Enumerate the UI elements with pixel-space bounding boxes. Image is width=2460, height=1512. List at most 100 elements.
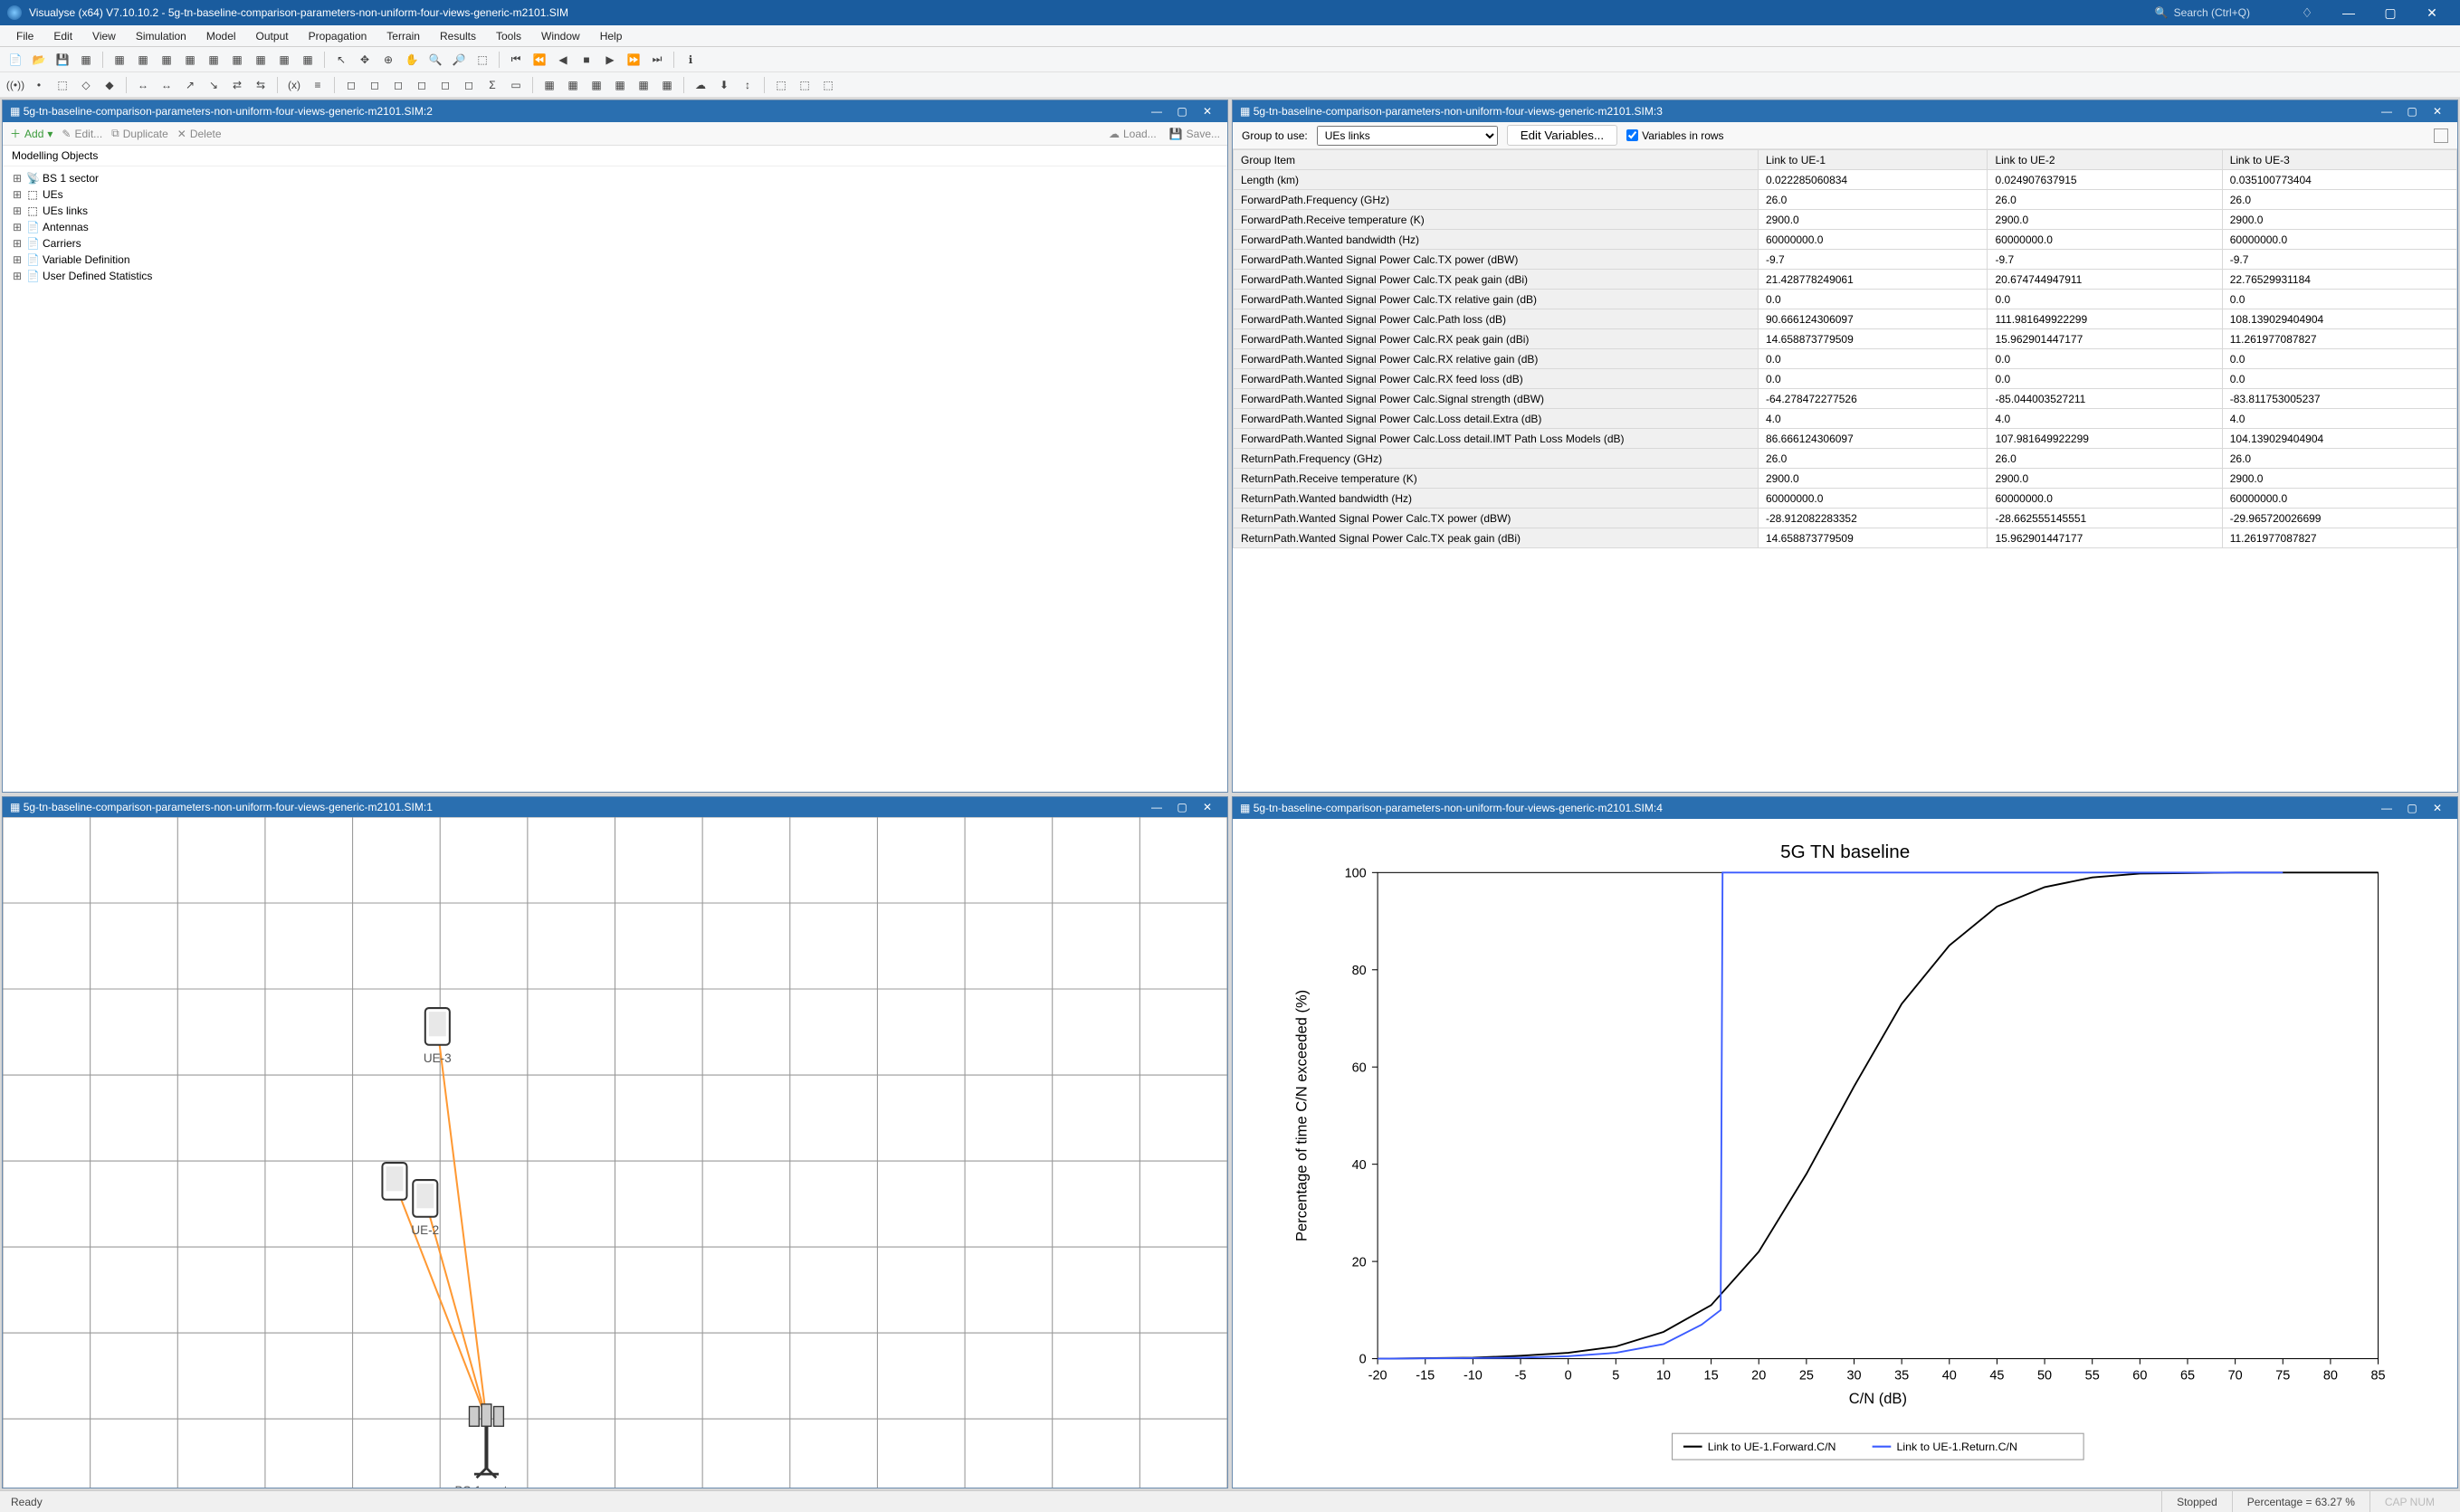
- toolbar-button[interactable]: ▦: [180, 50, 200, 70]
- add-button[interactable]: ＋ Add ▾: [10, 126, 52, 141]
- map-canvas[interactable]: UE-3UE-2BS 1 sector: [3, 817, 1227, 1489]
- toolbar-button[interactable]: ⬚: [818, 75, 838, 95]
- pane-maximize[interactable]: ▢: [2399, 101, 2425, 121]
- edit-variables-button[interactable]: Edit Variables...: [1507, 125, 1617, 146]
- toolbar-button[interactable]: ↕: [738, 75, 758, 95]
- pane-minimize[interactable]: —: [2374, 101, 2399, 121]
- toolbar-button[interactable]: ▦: [610, 75, 630, 95]
- toolbar-button[interactable]: •: [29, 75, 49, 95]
- toolbar-button[interactable]: ▦: [110, 50, 129, 70]
- tree-item[interactable]: ⊞📄Carriers: [3, 235, 1227, 252]
- menu-output[interactable]: Output: [247, 28, 298, 44]
- pane-minimize[interactable]: —: [1144, 101, 1169, 121]
- group-select[interactable]: UEs links: [1317, 126, 1498, 146]
- toolbar-button[interactable]: ◻: [388, 75, 408, 95]
- toolbar-button[interactable]: Σ: [482, 75, 502, 95]
- menu-file[interactable]: File: [7, 28, 43, 44]
- toolbar-button[interactable]: ◻: [341, 75, 361, 95]
- toolbar-button[interactable]: ⬚: [472, 50, 492, 70]
- toolbar-button[interactable]: ✋: [402, 50, 422, 70]
- toolbar-button[interactable]: ◆: [100, 75, 119, 95]
- vars-in-rows-checkbox[interactable]: [1626, 129, 1638, 141]
- menu-results[interactable]: Results: [431, 28, 485, 44]
- toolbar-button[interactable]: ☁: [691, 75, 710, 95]
- toolbar-button[interactable]: (x): [284, 75, 304, 95]
- tree-item[interactable]: ⊞⬚UEs: [3, 186, 1227, 203]
- tree-item[interactable]: ⊞📄User Defined Statistics: [3, 268, 1227, 284]
- toolbar-button[interactable]: ▦: [586, 75, 606, 95]
- pane-close[interactable]: ✕: [1195, 797, 1220, 817]
- search-box[interactable]: 🔍 Search (Ctrl+Q): [2155, 6, 2250, 19]
- menu-propagation[interactable]: Propagation: [300, 28, 377, 44]
- toolbar-button[interactable]: ⬚: [52, 75, 72, 95]
- notify-icon[interactable]: ♢: [2286, 0, 2328, 25]
- toolbar-button[interactable]: ▦: [539, 75, 559, 95]
- toolbar-button[interactable]: ⬚: [795, 75, 815, 95]
- toolbar-button[interactable]: ⇆: [251, 75, 271, 95]
- toolbar-button[interactable]: ⇄: [227, 75, 247, 95]
- load-button[interactable]: ☁ Load...: [1109, 128, 1157, 140]
- delete-button[interactable]: ✕ Delete: [177, 128, 222, 140]
- toolbar-button[interactable]: ℹ: [681, 50, 701, 70]
- pane-close[interactable]: ✕: [2425, 798, 2450, 818]
- vars-in-rows-check[interactable]: Variables in rows: [1626, 129, 1723, 142]
- toolbar-button[interactable]: ◻: [365, 75, 385, 95]
- toolbar-button[interactable]: ◻: [412, 75, 432, 95]
- toolbar-button[interactable]: ≡: [308, 75, 328, 95]
- menu-tools[interactable]: Tools: [487, 28, 530, 44]
- tree-item[interactable]: ⊞📄Antennas: [3, 219, 1227, 235]
- pane-minimize[interactable]: —: [1144, 797, 1169, 817]
- edit-button[interactable]: ✎ Edit...: [62, 128, 102, 140]
- toolbar-button[interactable]: ◇: [76, 75, 96, 95]
- toolbar-button[interactable]: ↔: [133, 75, 153, 95]
- toolbar-button[interactable]: ⬇: [714, 75, 734, 95]
- toolbar-button[interactable]: ⏭: [647, 50, 667, 70]
- toolbar-button[interactable]: ◻: [435, 75, 455, 95]
- data-table[interactable]: Group ItemLink to UE-1Link to UE-2Link t…: [1233, 149, 2457, 792]
- toolbar-button[interactable]: ▦: [227, 50, 247, 70]
- close-button[interactable]: ✕: [2411, 0, 2453, 25]
- pane-maximize[interactable]: ▢: [1169, 101, 1195, 121]
- duplicate-button[interactable]: ⧉ Duplicate: [111, 127, 168, 140]
- toolbar-button[interactable]: 🔍: [425, 50, 445, 70]
- toolbar-button[interactable]: ▦: [274, 50, 294, 70]
- toolbar-button[interactable]: ◻: [459, 75, 479, 95]
- toolbar-button[interactable]: ▦: [298, 50, 318, 70]
- menu-help[interactable]: Help: [591, 28, 632, 44]
- toolbar-button[interactable]: 📂: [29, 50, 49, 70]
- copy-icon[interactable]: [2434, 128, 2448, 143]
- pane-close[interactable]: ✕: [2425, 101, 2450, 121]
- toolbar-button[interactable]: ⏩: [624, 50, 644, 70]
- toolbar-button[interactable]: ⏪: [529, 50, 549, 70]
- toolbar-button[interactable]: ▶: [600, 50, 620, 70]
- toolbar-button[interactable]: ((•)): [5, 75, 25, 95]
- tree-item[interactable]: ⊞⬚UEs links: [3, 203, 1227, 219]
- menu-window[interactable]: Window: [532, 28, 589, 44]
- toolbar-button[interactable]: ⏮: [506, 50, 526, 70]
- menu-view[interactable]: View: [83, 28, 125, 44]
- toolbar-button[interactable]: ▦: [133, 50, 153, 70]
- pane-maximize[interactable]: ▢: [1169, 797, 1195, 817]
- toolbar-button[interactable]: ⬚: [771, 75, 791, 95]
- toolbar-button[interactable]: ↘: [204, 75, 224, 95]
- toolbar-button[interactable]: 📄: [5, 50, 25, 70]
- toolbar-button[interactable]: ▦: [657, 75, 677, 95]
- pane-maximize[interactable]: ▢: [2399, 798, 2425, 818]
- toolbar-button[interactable]: ✥: [355, 50, 375, 70]
- menu-edit[interactable]: Edit: [44, 28, 81, 44]
- pane-close[interactable]: ✕: [1195, 101, 1220, 121]
- toolbar-button[interactable]: ▭: [506, 75, 526, 95]
- toolbar-button[interactable]: ▦: [563, 75, 583, 95]
- menu-simulation[interactable]: Simulation: [127, 28, 195, 44]
- toolbar-button[interactable]: ↗: [180, 75, 200, 95]
- toolbar-button[interactable]: 🔎: [449, 50, 469, 70]
- menu-model[interactable]: Model: [197, 28, 245, 44]
- toolbar-button[interactable]: ▦: [251, 50, 271, 70]
- maximize-button[interactable]: ▢: [2369, 0, 2411, 25]
- menu-terrain[interactable]: Terrain: [377, 28, 429, 44]
- toolbar-button[interactable]: ■: [577, 50, 596, 70]
- toolbar-button[interactable]: ↖: [331, 50, 351, 70]
- toolbar-button[interactable]: ◀: [553, 50, 573, 70]
- save-button[interactable]: 💾 Save...: [1169, 128, 1220, 140]
- toolbar-button[interactable]: ↔: [157, 75, 176, 95]
